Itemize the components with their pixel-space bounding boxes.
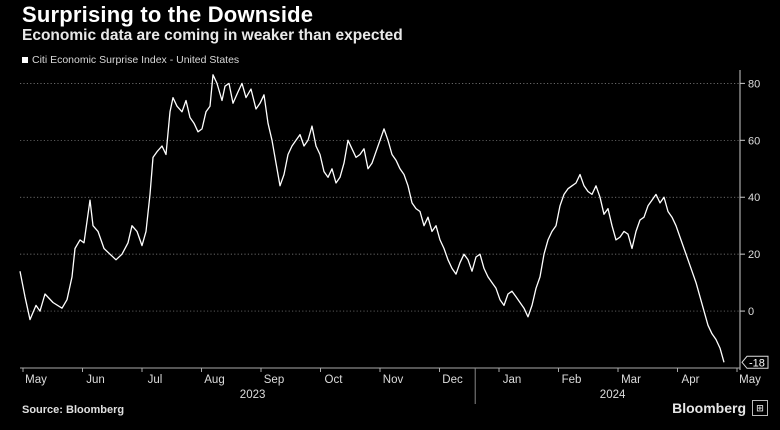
legend: Citi Economic Surprise Index - United St… [22,54,239,66]
legend-label: Citi Economic Surprise Index - United St… [32,54,240,66]
x-tick-label: Jul [148,374,163,386]
y-tick-label: 20 [748,249,760,261]
x-tick-label: Nov [383,374,404,386]
y-tick-label: 60 [748,135,760,147]
y-tick-label: 0 [748,306,754,318]
x-tick-label: Aug [204,374,224,386]
series-line [19,74,725,363]
x-tick-label: Jan [503,374,522,386]
x-tick-label: May [739,374,761,386]
last-value-box [741,355,769,369]
x-tick-label: Jun [86,374,105,386]
legend-swatch [22,57,28,63]
source-note: Source: Bloomberg [22,404,125,416]
y-tick-label: 80 [748,78,760,90]
y-tick-label: 40 [748,192,760,204]
x-tick-label: Dec [442,374,463,386]
x-tick-label: May [25,374,47,386]
x-tick-label: Feb [562,374,582,386]
chart-subtitle: Economic data are coming in weaker than … [22,27,403,44]
last-value-label: -18 [749,357,765,369]
x-tick-label: Mar [621,374,641,386]
year-label: 2023 [240,389,266,401]
brand-name: Bloomberg [672,400,746,416]
year-label: 2024 [600,389,626,401]
x-tick-label: Apr [682,374,700,386]
chart-title: Surprising to the Downside [22,2,314,27]
x-tick-label: Sep [264,374,284,386]
brand-logo: Bloomberg ⊞ [672,400,768,416]
x-tick-label: Oct [325,374,344,386]
bloomberg-icon: ⊞ [752,400,768,416]
